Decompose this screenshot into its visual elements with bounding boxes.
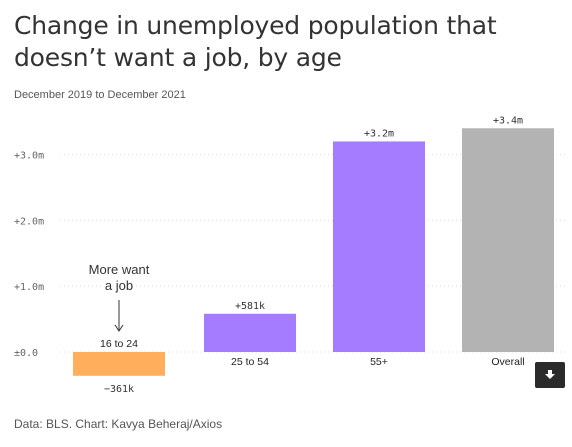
annotation: More want a job [89,262,150,332]
category-label: Overall [491,356,524,368]
y-axis-ticks: ±0.0 +1.0m +2.0m +3.0m [14,151,44,359]
bar-overall [462,128,554,352]
annotation-line-1: More want [89,262,150,277]
y-tick-label: +3.0m [14,151,44,162]
annotation-line-2: a job [105,278,133,293]
y-tick-label: ±0.0 [14,348,38,359]
value-label: +3.4m [493,115,523,126]
category-label: 16 to 24 [100,338,138,350]
chart-subtitle: December 2019 to December 2021 [14,89,186,101]
annotation-arrow-head [114,324,124,332]
bars [73,128,554,376]
value-label: +581k [235,301,265,312]
bar-25-to-54 [204,313,296,352]
bar-chart: ±0.0 +1.0m +2.0m +3.0m 16 to 24 −361k 25 to 5… [14,115,565,395]
category-label: 55+ [370,356,388,368]
category-label: 25 to 54 [231,356,269,368]
bar-16-to-24 [73,352,165,376]
download-icon [545,370,555,379]
download-button[interactable] [535,362,565,388]
bar-55- [333,141,425,352]
source-credit: Data: BLS. Chart: Kavya Beheraj/Axios [14,417,223,431]
chart-title: Change in unemployed population that doe… [14,11,497,72]
value-label: −361k [104,384,134,395]
value-label: +3.2m [364,128,394,139]
bar-labels: 16 to 24 −361k 25 to 54 +581k 55+ +3.2m Overal… [100,115,525,394]
y-tick-label: +2.0m [14,216,44,227]
y-tick-label: +1.0m [14,282,44,293]
